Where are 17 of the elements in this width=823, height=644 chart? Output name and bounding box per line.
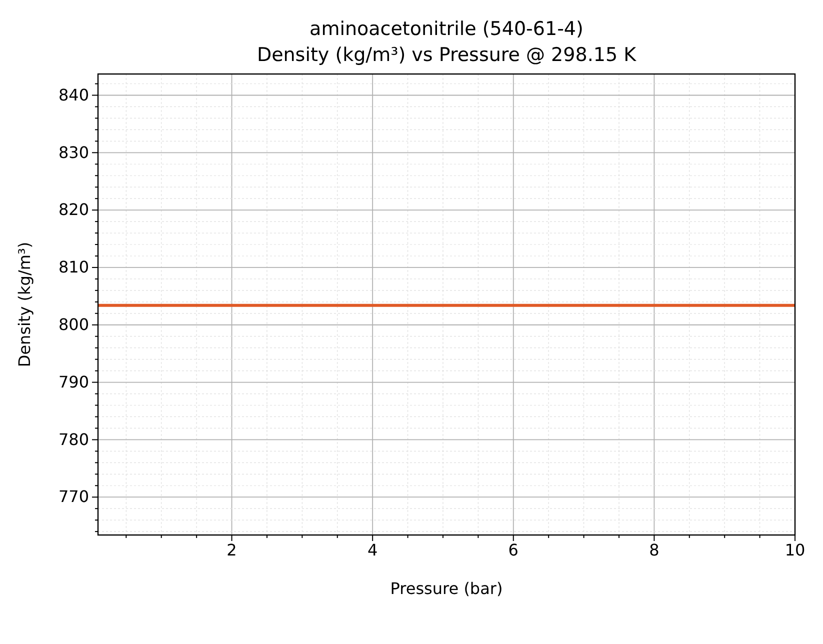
y-tick-label: 790 [58,372,89,392]
chart-title: aminoacetonitrile (540-61-4) [310,18,584,40]
x-tick-label: 10 [784,540,806,560]
x-tick-label: 8 [649,540,660,560]
y-tick-label: 830 [58,142,89,162]
y-tick-label: 820 [58,200,89,220]
y-tick-label: 780 [58,430,89,449]
x-tick-label: 6 [508,540,518,560]
y-tick-label: 800 [58,315,89,334]
y-tick-label: 810 [58,258,89,277]
y-axis-title: Density (kg/m³) [15,242,34,368]
y-tick-label: 770 [58,487,89,506]
chart-subtitle: Density (kg/m³) vs Pressure @ 298.15 K [256,44,637,66]
x-axis-title: Pressure (bar) [390,579,503,598]
y-tick-label: 840 [58,85,89,104]
x-tick-label: 2 [226,540,237,560]
x-tick-label: 4 [367,540,378,560]
